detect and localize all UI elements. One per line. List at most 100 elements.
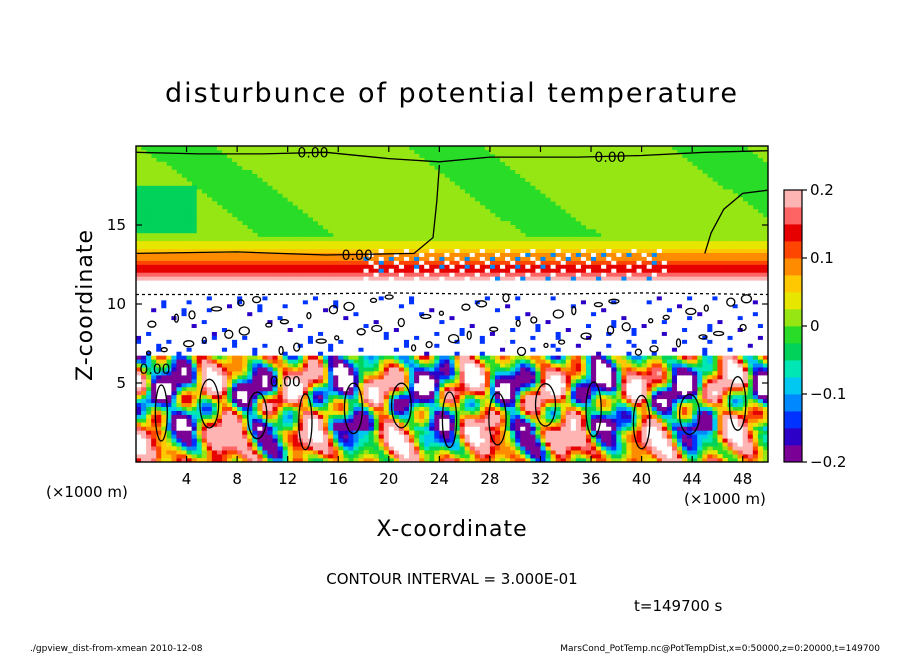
heatmap-cell: [302, 442, 309, 447]
heatmap-cell: [262, 379, 268, 384]
heatmap-cell: [414, 307, 420, 313]
heatmap-cell: [206, 414, 213, 419]
heatmap-cell: [515, 331, 521, 336]
heatmap-cell: [403, 300, 410, 305]
heatmap-cell: [449, 371, 455, 376]
heatmap-cell: [707, 304, 713, 309]
heatmap-cell: [757, 446, 764, 451]
heatmap-cell: [348, 434, 354, 439]
heatmap-cell: [393, 454, 400, 459]
heatmap-cell: [221, 379, 228, 384]
heatmap-cell: [752, 307, 759, 313]
heatmap-cell: [267, 371, 273, 376]
heatmap-cell: [338, 323, 344, 328]
heatmap-cell: [242, 311, 248, 317]
heatmap-cell: [737, 398, 744, 404]
heatmap-cell: [267, 383, 273, 388]
heatmap-cell: [242, 296, 248, 301]
heatmap-cell: [702, 327, 708, 332]
heatmap-cell: [484, 402, 491, 407]
heatmap-cell: [368, 379, 374, 384]
heatmap-cell: [227, 363, 233, 368]
heatmap-cell: [221, 406, 228, 411]
heatmap-cell: [302, 390, 309, 396]
heatmap-cell: [156, 398, 162, 404]
heatmap-cell: [444, 394, 450, 400]
heatmap-cell: [575, 300, 582, 305]
heatmap-cell: [631, 386, 637, 392]
heatmap-cell: [676, 327, 683, 332]
heatmap-cell: [606, 343, 612, 348]
heatmap-cell: [221, 450, 228, 455]
heatmap-cell: [500, 335, 506, 340]
heatmap-cell: [353, 446, 359, 451]
heatmap-cell: [702, 363, 708, 368]
heatmap-cell: [201, 434, 208, 439]
heatmap-cell: [196, 347, 203, 352]
heatmap-cell: [201, 430, 208, 435]
heatmap-cell: [682, 363, 688, 368]
heatmap-cell: [328, 359, 334, 364]
heatmap-cell: [580, 371, 587, 376]
heatmap-cell: [646, 402, 653, 407]
heatmap-cell: [393, 442, 400, 447]
heatmap-cell: [601, 335, 607, 340]
heatmap-cell: [697, 363, 703, 368]
heatmap-cell: [353, 339, 359, 344]
heatmap-cell: [580, 351, 587, 356]
heatmap-cell: [520, 315, 526, 321]
heatmap-cell: [631, 438, 637, 443]
heatmap-cell: [606, 351, 612, 356]
heatmap-cell: [247, 402, 253, 407]
heatmap-cell: [484, 331, 491, 336]
heatmap-cell: [297, 347, 304, 352]
heatmap-cell: [333, 311, 339, 317]
heatmap-cell: [247, 315, 253, 321]
heatmap-cell: [343, 414, 349, 419]
heatmap-cell: [601, 304, 607, 309]
heatmap-cell: [323, 379, 329, 384]
heatmap-cell: [196, 307, 203, 313]
heatmap-cell: [762, 375, 768, 380]
heatmap-cell: [702, 394, 708, 400]
heatmap-cell: [515, 343, 521, 348]
heatmap-cell: [358, 327, 364, 332]
heatmap-cell: [318, 343, 324, 348]
heatmap-cell: [378, 307, 385, 313]
heatmap-cell: [570, 438, 577, 443]
heatmap-cell: [702, 414, 708, 419]
heatmap-cell: [358, 406, 364, 411]
heatmap-cell: [666, 375, 673, 380]
heatmap-cell: [454, 406, 460, 411]
heatmap-cell: [707, 339, 713, 344]
heatmap-cell: [505, 410, 511, 415]
heatmap-cell: [449, 446, 455, 451]
heatmap-cell: [181, 426, 187, 431]
heatmap-cell: [510, 379, 516, 384]
heatmap-cell: [727, 379, 733, 384]
heatmap-cell: [358, 323, 364, 328]
heatmap-cell: [707, 394, 713, 400]
heatmap-cell: [636, 450, 642, 455]
heatmap-cell: [206, 446, 213, 451]
heatmap-cell: [459, 450, 465, 455]
heatmap-cell: [464, 430, 470, 435]
heatmap-cell: [242, 343, 248, 348]
heatmap-cell: [333, 418, 339, 423]
heatmap-cell: [206, 343, 213, 348]
heatmap-cell: [328, 418, 334, 423]
heatmap-cell: [459, 331, 465, 336]
heatmap-cell: [424, 394, 430, 400]
heatmap-cell: [419, 339, 425, 344]
heatmap-cell: [671, 335, 678, 340]
heatmap-cell: [141, 347, 147, 352]
heatmap-cell: [267, 327, 273, 332]
heatmap-cell: [439, 367, 445, 372]
heatmap-cell: [555, 386, 562, 392]
heatmap-cell: [191, 347, 197, 352]
heatmap-cell: [606, 386, 612, 392]
heatmap-cell: [585, 383, 592, 388]
heatmap-cell: [434, 300, 440, 305]
heatmap-cell: [525, 383, 531, 388]
heatmap-cell: [484, 355, 491, 360]
